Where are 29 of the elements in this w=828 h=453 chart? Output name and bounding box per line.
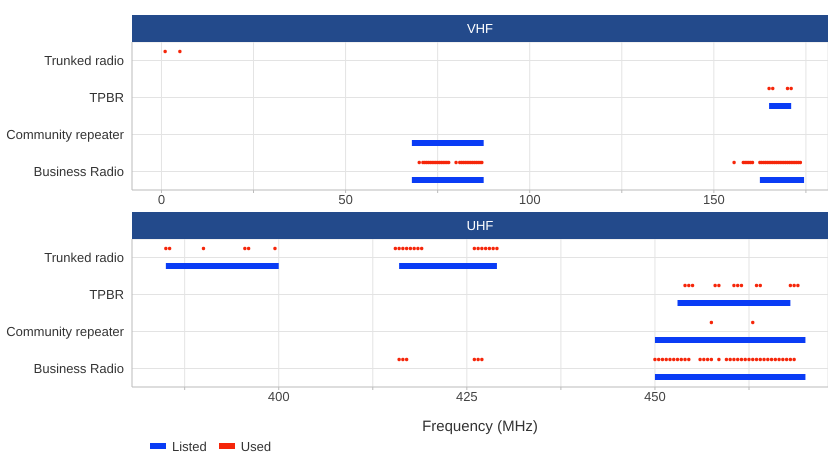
bar (654, 337, 806, 343)
x-tick-label: 100 (518, 192, 541, 208)
y-tick-label: TPBR (89, 90, 124, 106)
chart-title: UHF (132, 212, 828, 239)
bar (399, 263, 497, 269)
x-tick-label: 50 (338, 192, 353, 208)
bar (166, 263, 279, 269)
y-tick-label: TPBR (89, 287, 124, 302)
y-tick-label: Community repeater (6, 324, 125, 340)
x-tick-label: 425 (456, 389, 478, 404)
y-tick-label: Community repeater (6, 127, 125, 142)
y-tick-label: Trunked radio (44, 53, 124, 68)
x-tick-label: 450 (644, 389, 666, 404)
legend-label: Used (240, 438, 272, 453)
bar (412, 177, 484, 183)
x-tick-label: 150 (702, 192, 725, 208)
y-tick-label: Business Radio (34, 164, 124, 180)
y-tick-label: Business Radio (34, 361, 124, 376)
bar (654, 374, 806, 380)
bar (412, 140, 484, 146)
x-tick-label: 400 (268, 389, 290, 404)
x-axis-title: Frequency (MHz) (422, 418, 538, 435)
bar (769, 103, 792, 109)
chart-title: VHF (132, 15, 828, 42)
bar (760, 177, 804, 183)
y-tick-label: Trunked radio (44, 250, 124, 266)
bar (678, 300, 790, 306)
x-tick-label: 0 (158, 192, 166, 208)
legend-label: Listed (172, 438, 207, 453)
